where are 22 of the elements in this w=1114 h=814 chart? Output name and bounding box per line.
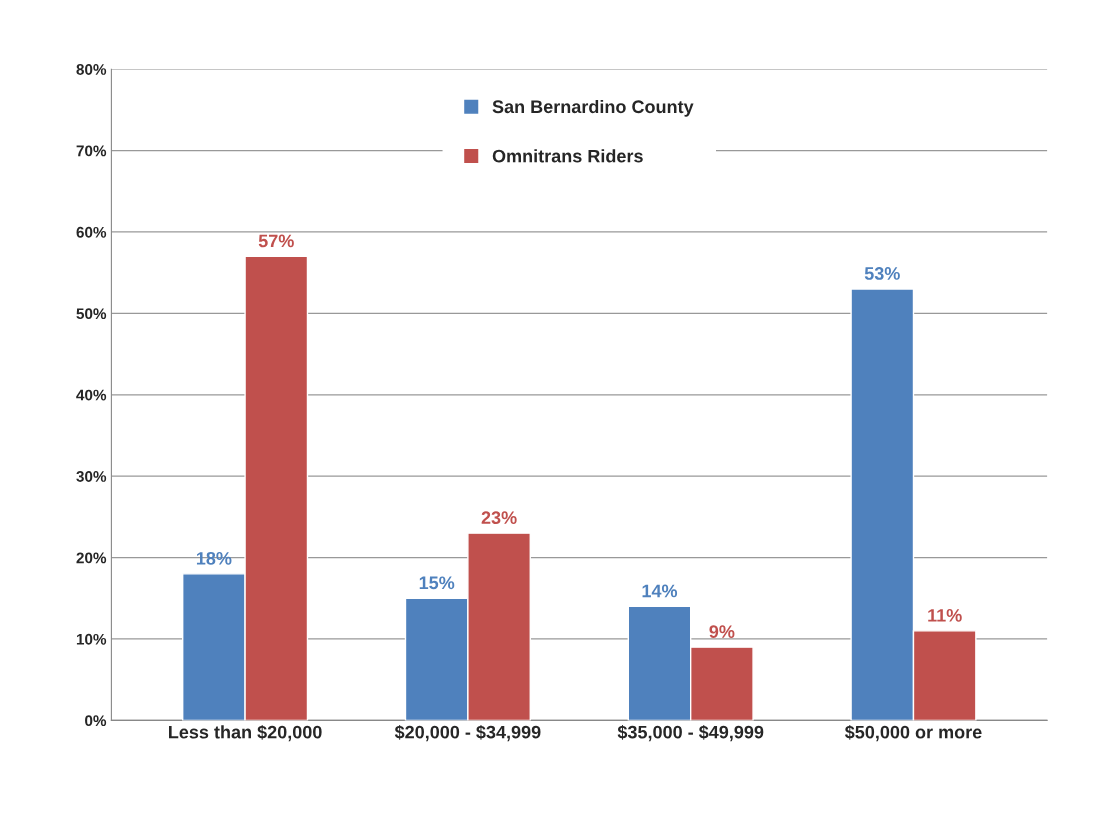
x-tick-label: $35,000 - $49,999 (617, 724, 764, 742)
legend-label: Omnitrans Riders (492, 149, 643, 163)
data-label: 23% (481, 511, 517, 525)
y-tick-label: 20% (76, 552, 107, 564)
data-label: 53% (864, 267, 900, 280)
data-label: 15% (419, 576, 455, 590)
y-tick-label: 50% (76, 308, 107, 320)
data-label: 57% (258, 234, 294, 248)
x-tick-label: Less than $20,000 (169, 724, 322, 742)
y-tick-label: 60% (76, 226, 107, 238)
y-tick-label: 30% (76, 471, 107, 482)
y-tick-label: 80% (76, 64, 107, 75)
y-tick-label: 40% (76, 389, 107, 401)
y-tick-label: 70% (76, 145, 107, 157)
data-label: 11% (928, 608, 962, 622)
data-label: 9% (709, 625, 735, 639)
y-tick-label: 10% (76, 633, 107, 645)
legend-label: San Bernardino County (492, 99, 694, 117)
y-tick-label: 0% (85, 715, 107, 727)
data-label: 14% (642, 584, 678, 598)
x-tick-label: $20,000 - $34,999 (394, 724, 541, 742)
x-tick-label: $50,000 or more (844, 724, 982, 742)
